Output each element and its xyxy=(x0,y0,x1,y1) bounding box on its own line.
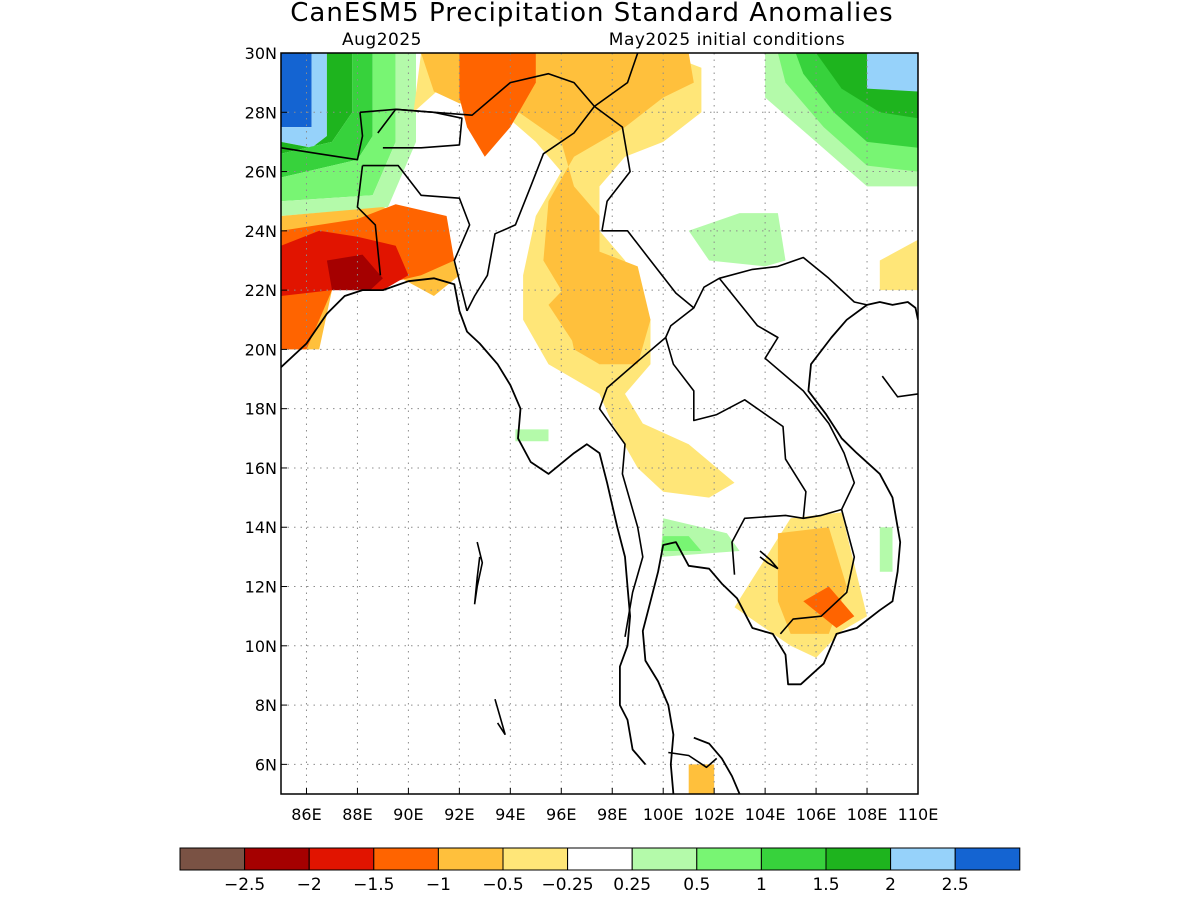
lon-tick-label: 88E xyxy=(342,805,372,824)
anomaly-region-10 xyxy=(867,53,918,92)
lon-tick-label: 92E xyxy=(444,805,474,824)
lat-tick-label: 16N xyxy=(245,459,277,478)
colorbar-swatch xyxy=(308,847,375,871)
colorbar-swatch xyxy=(631,847,698,871)
colorbar-label: 2 xyxy=(885,875,896,895)
colorbar-label: −2.5 xyxy=(224,875,265,895)
lon-tick-label: 100E xyxy=(643,805,684,824)
colorbar-label: −0.5 xyxy=(482,875,523,895)
lat-tick-label: 24N xyxy=(245,222,277,241)
lat-tick-label: 6N xyxy=(255,755,277,774)
lon-tick-label: 106E xyxy=(796,805,837,824)
tonle-sap-lake xyxy=(759,550,779,570)
lon-tick-label: 104E xyxy=(745,805,786,824)
border-bangladesh-west xyxy=(356,165,382,276)
anomaly-region-14 xyxy=(548,251,651,365)
andaman-islands xyxy=(473,541,484,605)
lat-tick-label: 26N xyxy=(245,163,277,182)
anomaly-region-28 xyxy=(879,527,893,572)
border-cambodia-vietnam xyxy=(779,509,856,635)
anomaly-region-16 xyxy=(879,239,918,291)
colorbar-label: 0.5 xyxy=(683,875,710,895)
lat-tick-label: 12N xyxy=(245,578,277,597)
lon-tick-label: 94E xyxy=(495,805,525,824)
colorbar-label: 0.25 xyxy=(613,875,651,895)
lon-tick-label: 96E xyxy=(546,805,576,824)
lat-tick-label: 20N xyxy=(245,340,277,359)
colorbar-label: 1.5 xyxy=(812,875,839,895)
lat-tick-label: 18N xyxy=(245,400,277,419)
map-area xyxy=(281,53,918,794)
nicobar-islands xyxy=(494,698,506,736)
coastline-malay-east xyxy=(693,736,741,794)
colorbar-swatch xyxy=(760,847,827,871)
longitude-axis: 86E 88E 90E 92E 94E 96E 98E 100E 102E 104E 106E 108… xyxy=(291,788,938,824)
border-china-internal xyxy=(593,53,639,108)
border-myanmar-thailand xyxy=(598,336,667,638)
colorbar: −2.5 −2 −1.5 −1 −0.5 −0.25 0.25 0.5 1 1.5 2 2.5 xyxy=(179,847,1021,895)
colorbar-swatch xyxy=(437,847,504,871)
anomaly-region-23 xyxy=(803,586,855,628)
initial-conditions: May2025 initial conditions xyxy=(609,30,845,50)
colorbar-swatch xyxy=(567,847,633,871)
colorbar-swatch xyxy=(954,847,1021,871)
anomaly-region-27 xyxy=(515,429,549,442)
border-thailand-malaysia xyxy=(668,751,718,769)
anomaly-region-20 xyxy=(326,254,383,291)
border-india-china xyxy=(359,72,596,116)
border-laos xyxy=(664,277,856,520)
latitude-axis: 30N 28N 26N 24N 22N 20N 18N 16N 14N 12N 10N 8N 6N xyxy=(245,44,287,774)
valid-month: Aug2025 xyxy=(342,30,422,50)
anomaly-region-4 xyxy=(281,53,396,202)
lon-tick-label: 110E xyxy=(898,805,939,824)
colorbar-label: −2 xyxy=(297,875,322,895)
colorbar-label: 2.5 xyxy=(942,875,969,895)
anomaly-region-0 xyxy=(281,53,312,128)
lat-tick-label: 10N xyxy=(245,637,277,656)
coastline-bay-of-bengal-east xyxy=(281,277,647,765)
border-myanmar-india xyxy=(466,105,596,312)
colorbar-swatch xyxy=(696,847,762,871)
colorbar-label: −1.5 xyxy=(353,875,394,895)
colorbar-swatch xyxy=(890,847,956,871)
colorbar-swatch xyxy=(502,847,569,871)
anomaly-region-1 xyxy=(281,53,327,148)
lat-tick-label: 22N xyxy=(245,281,277,300)
anomaly-region-5 xyxy=(281,53,416,216)
anomaly-region-11 xyxy=(688,213,786,267)
colorbar-swatch xyxy=(825,847,892,871)
coastlines xyxy=(281,53,918,794)
colorbar-label: −0.25 xyxy=(542,875,594,895)
border-thailand-cambodia xyxy=(731,514,804,575)
lon-tick-label: 98E xyxy=(597,805,627,824)
hainan-coast xyxy=(881,375,918,398)
lat-tick-label: 30N xyxy=(245,44,277,63)
colorbar-swatch xyxy=(373,847,439,871)
border-myanmar-china xyxy=(593,105,695,338)
map-frame xyxy=(280,52,919,795)
lat-tick-label: 28N xyxy=(245,103,277,122)
colorbar-label: 1 xyxy=(756,875,767,895)
colorbar-swatch xyxy=(244,847,310,871)
colorbar-swatch xyxy=(179,847,246,871)
colorbar-label: −1 xyxy=(426,875,451,895)
anomaly-region-13 xyxy=(421,53,694,365)
anomaly-region-26 xyxy=(660,536,702,551)
lon-tick-label: 86E xyxy=(291,805,321,824)
anomaly-region-3 xyxy=(281,53,373,178)
border-vietnam-china xyxy=(719,256,868,306)
border-nepal-india xyxy=(281,112,364,161)
page-title: CanESM5 Precipitation Standard Anomalies xyxy=(290,0,893,28)
lat-tick-label: 8N xyxy=(255,696,277,715)
lon-tick-label: 108E xyxy=(847,805,888,824)
lat-tick-label: 14N xyxy=(245,518,277,537)
coastline-gulf-of-thailand xyxy=(641,301,918,794)
anomaly-region-24 xyxy=(688,764,715,794)
lon-tick-label: 102E xyxy=(694,805,735,824)
anomaly-region-15 xyxy=(459,53,536,157)
lon-tick-label: 90E xyxy=(393,805,423,824)
border-bangladesh xyxy=(362,164,471,312)
anomaly-region-2 xyxy=(281,53,353,154)
